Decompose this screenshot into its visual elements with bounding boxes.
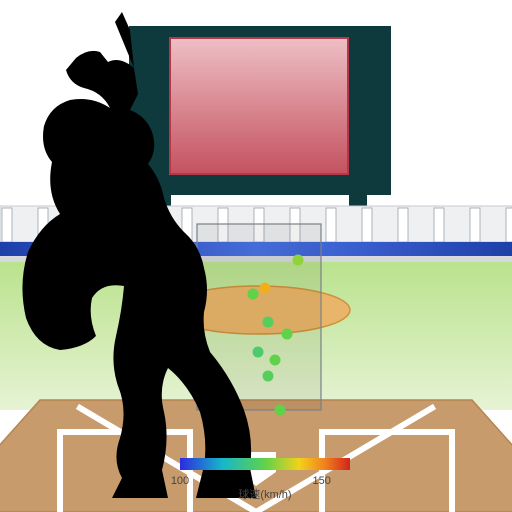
pitch-marker	[293, 255, 304, 266]
stands-pillar	[506, 208, 512, 242]
legend-bar	[180, 458, 350, 470]
legend-title: 球速(km/h)	[238, 487, 291, 501]
pitch-marker	[253, 347, 264, 358]
legend-tick: 150	[312, 475, 330, 487]
stands-pillar	[434, 208, 444, 242]
pitch-marker	[248, 289, 259, 300]
pitch-marker	[282, 329, 293, 340]
stands-pillar	[326, 208, 336, 242]
stands-pillar	[2, 208, 12, 242]
stands-pillar	[398, 208, 408, 242]
pitch-marker	[275, 405, 286, 416]
stands-pillar	[362, 208, 372, 242]
pitch-marker	[270, 355, 281, 366]
stands-pillar	[470, 208, 480, 242]
scoreboard-screen	[170, 38, 348, 174]
pitch-marker	[263, 317, 274, 328]
pitch-marker	[263, 371, 274, 382]
legend-tick: 100	[171, 475, 189, 487]
pitch-marker	[260, 283, 271, 294]
